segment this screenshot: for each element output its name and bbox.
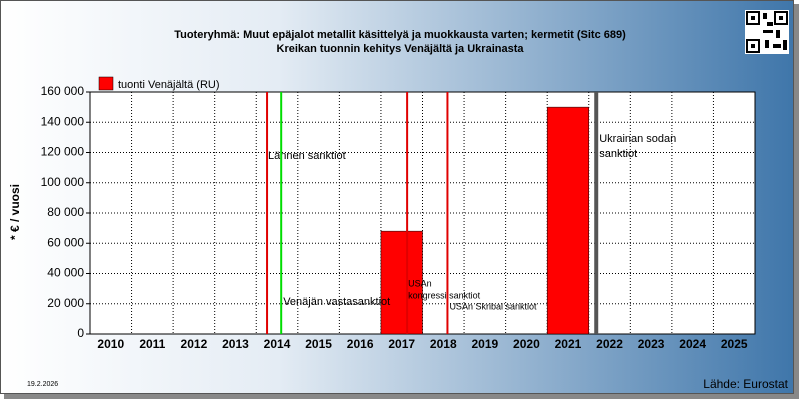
x-tick-label: 2022 xyxy=(596,337,623,351)
annotation-label: Lännen sanktiot xyxy=(268,150,346,162)
x-tick-label: 2012 xyxy=(181,337,208,351)
bar xyxy=(380,230,423,335)
y-tick-label: 40 000 xyxy=(47,266,84,280)
x-tick-label: 2013 xyxy=(222,337,249,351)
x-tick-label: 2024 xyxy=(679,337,706,351)
x-tick-label: 2016 xyxy=(347,337,374,351)
date: 19.2.2026 xyxy=(27,381,58,388)
y-tick-label: 120 000 xyxy=(41,145,85,159)
y-tick-label: 80 000 xyxy=(47,205,84,219)
y-tick-label: 140 000 xyxy=(41,114,85,128)
y-tick-label: 20 000 xyxy=(47,296,84,310)
y-tick-label: 60 000 xyxy=(47,235,84,249)
y-tick-label: 100 000 xyxy=(41,175,85,189)
annotation-label: USAn xyxy=(408,278,432,288)
annotation-label: Ukrainan sodan xyxy=(599,133,676,145)
annotation-label: sanktiot xyxy=(599,148,637,160)
bar xyxy=(546,106,589,335)
x-tick-label: 2019 xyxy=(471,337,498,351)
y-tick-label: 160 000 xyxy=(41,84,85,98)
chart-title: Tuoteryhmä: Muut epäjalot metallit käsit… xyxy=(174,29,626,41)
x-tick-label: 2020 xyxy=(513,337,540,351)
y-axis-label: * € / vuosi xyxy=(8,184,22,240)
x-tick-label: 2018 xyxy=(430,337,457,351)
y-tick-label: 0 xyxy=(77,326,84,340)
x-tick-label: 2015 xyxy=(305,337,332,351)
x-tick-label: 2011 xyxy=(139,337,165,351)
x-tick-label: 2014 xyxy=(264,337,291,351)
source: Lähde: Eurostat xyxy=(703,377,788,391)
legend-swatch xyxy=(98,76,114,91)
annotation-label: kongressi sanktiot xyxy=(408,290,481,300)
x-tick-label: 2010 xyxy=(97,337,124,351)
shadow xyxy=(4,394,799,399)
legend-label: tuonti Venäjältä (RU) xyxy=(118,79,220,91)
x-tick-label: 2025 xyxy=(721,337,748,351)
chart-subtitle: Kreikan tuonnin kehitys Venäjältä ja Ukr… xyxy=(277,43,525,55)
shadow xyxy=(794,4,799,398)
annotation-label: USAn Skribal sanktiot xyxy=(449,301,537,311)
annotation-label: Venäjän vastasanktiot xyxy=(283,296,390,308)
x-tick-label: 2023 xyxy=(638,337,665,351)
qr-code xyxy=(745,10,789,54)
x-tick-label: 2021 xyxy=(555,337,582,351)
x-tick-label: 2017 xyxy=(388,337,415,351)
